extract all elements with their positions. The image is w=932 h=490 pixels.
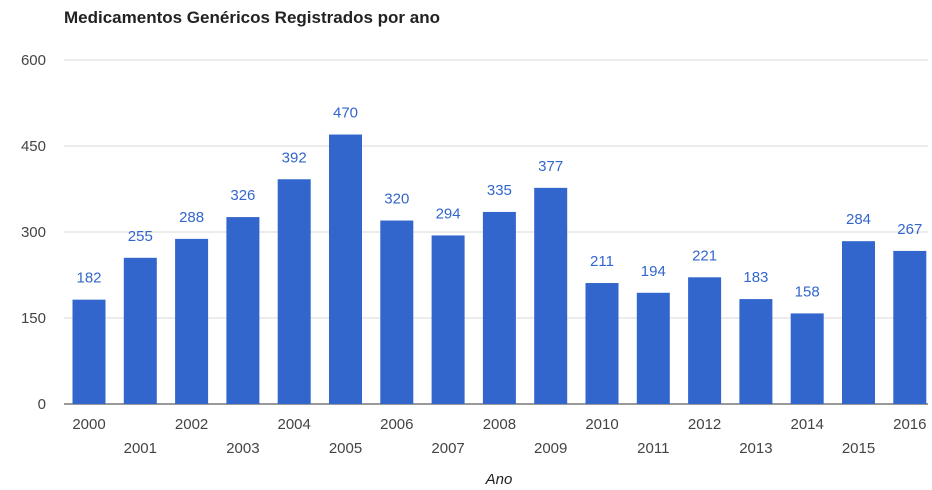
value-label: 320 bbox=[384, 191, 409, 208]
chart-title: Medicamentos Genéricos Registrados por a… bbox=[64, 8, 440, 27]
value-label: 221 bbox=[692, 247, 717, 264]
x-tick-label: 2003 bbox=[226, 440, 259, 457]
bar bbox=[893, 250, 927, 404]
bar bbox=[226, 217, 260, 404]
y-tick-label: 0 bbox=[38, 396, 46, 413]
x-tick-label: 2009 bbox=[534, 440, 567, 457]
value-label: 284 bbox=[846, 211, 871, 228]
value-label: 194 bbox=[641, 263, 666, 280]
x-tick-label: 2001 bbox=[124, 440, 157, 457]
x-tick-label: 2007 bbox=[431, 440, 464, 457]
bar bbox=[688, 277, 722, 404]
bar bbox=[380, 220, 414, 404]
x-tick-label: 2008 bbox=[483, 416, 516, 433]
x-tick-label: 2005 bbox=[329, 440, 362, 457]
bar bbox=[534, 187, 568, 404]
bar bbox=[175, 238, 209, 404]
bar bbox=[482, 211, 516, 404]
x-axis-ticks: 2000 2001 2002 2003 2004 2005 2006 2007 2008 2009… bbox=[72, 416, 926, 457]
x-tick-label: 2004 bbox=[278, 416, 311, 433]
value-label: 158 bbox=[795, 283, 820, 300]
value-label: 392 bbox=[282, 149, 307, 166]
value-label: 294 bbox=[436, 205, 461, 222]
x-tick-label: 2011 bbox=[637, 440, 669, 457]
value-label: 255 bbox=[128, 228, 153, 245]
value-label: 288 bbox=[179, 209, 204, 226]
y-axis-ticks: 0 150 300 450 600 bbox=[21, 52, 46, 413]
value-label: 183 bbox=[743, 269, 768, 286]
bar bbox=[585, 283, 619, 404]
value-label: 326 bbox=[230, 187, 255, 204]
bar bbox=[842, 241, 875, 404]
value-label: 470 bbox=[333, 105, 358, 122]
x-tick-label: 2000 bbox=[72, 416, 105, 433]
y-tick-label: 450 bbox=[21, 138, 46, 155]
bars bbox=[72, 134, 927, 405]
x-tick-label: 2016 bbox=[893, 416, 926, 433]
x-tick-label: 2006 bbox=[380, 416, 413, 433]
bar bbox=[277, 179, 311, 404]
x-tick-label: 2010 bbox=[585, 416, 618, 433]
y-tick-label: 150 bbox=[21, 310, 46, 327]
y-tick-label: 300 bbox=[21, 224, 46, 241]
bar bbox=[329, 134, 362, 405]
bar bbox=[72, 299, 106, 404]
y-tick-label: 600 bbox=[21, 52, 46, 69]
x-tick-label: 2013 bbox=[739, 440, 772, 457]
bar bbox=[636, 292, 670, 404]
bar bbox=[790, 313, 824, 404]
bar bbox=[739, 299, 773, 404]
value-label: 211 bbox=[590, 253, 614, 270]
x-axis-title: Ano bbox=[485, 471, 513, 488]
value-label: 335 bbox=[487, 182, 512, 199]
bar bbox=[123, 257, 157, 404]
value-label: 182 bbox=[76, 270, 101, 287]
x-tick-label: 2014 bbox=[791, 416, 824, 433]
bar bbox=[431, 235, 465, 404]
value-label: 377 bbox=[538, 158, 563, 175]
value-label: 267 bbox=[897, 221, 922, 238]
x-tick-label: 2015 bbox=[842, 440, 875, 457]
x-tick-label: 2012 bbox=[688, 416, 721, 433]
value-labels: 182 255 288 326 392 470 320 294 335 377 211 194 221 1… bbox=[76, 105, 922, 301]
x-tick-label: 2002 bbox=[175, 416, 208, 433]
